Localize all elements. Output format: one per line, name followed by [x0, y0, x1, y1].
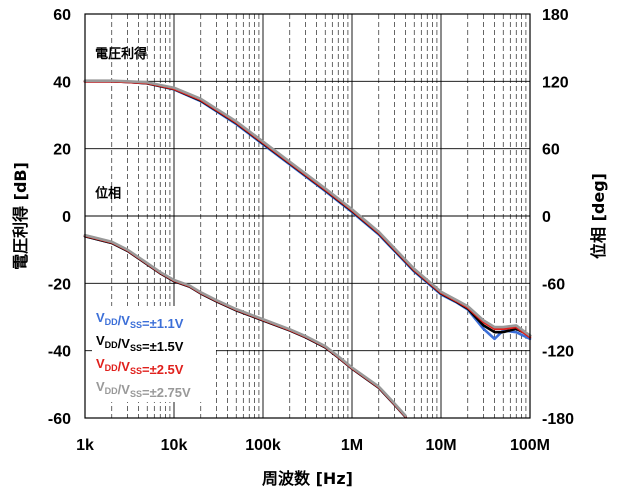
y-axis-right-label: 位相 [deg]: [589, 173, 608, 259]
gain-series-4: [83, 79, 532, 337]
y-left-tick-label: -20: [48, 276, 71, 293]
legend: VDD/VSS=±1.1VVDD/VSS=±1.5VVDD/VSS=±2.5VV…: [92, 306, 216, 402]
y-left-tick-label: -40: [48, 344, 71, 361]
x-tick-label: 100M: [510, 437, 550, 454]
x-tick-label: 10M: [425, 437, 456, 454]
gain-annotation: 電圧利得: [95, 46, 147, 62]
x-axis-label: 周波数 [Hz]: [262, 469, 353, 488]
gain-series-1: [83, 80, 532, 341]
x-tick-label: 1M: [341, 437, 363, 454]
legend-entry: VDD/VSS=±1.5V: [96, 333, 184, 354]
y-left-tick-label: 20: [53, 142, 71, 159]
y-left-tick-label: 0: [62, 209, 71, 226]
legend-entry: VDD/VSS=±1.1V: [96, 310, 184, 331]
y-right-tick-label: 60: [542, 142, 560, 159]
grid: [84, 14, 530, 418]
gain-series-3: [83, 80, 532, 339]
y-right-tick-label: 120: [542, 74, 569, 91]
phase-annotation: 位相: [95, 185, 121, 201]
y-right-tick-label: -180: [542, 411, 574, 428]
y-left-tick-label: 60: [53, 7, 71, 24]
y-left-tick-label: 40: [53, 74, 71, 91]
y-right-tick-label: 180: [542, 7, 569, 24]
x-tick-label: 1k: [76, 437, 94, 454]
y-right-tick-label: -120: [542, 344, 574, 361]
series-layer: [83, 79, 532, 419]
legend-entry: VDD/VSS=±2.5V: [96, 356, 184, 377]
y-axis-left-label: 電圧利得 [dB]: [11, 162, 30, 270]
plot-frame: [84, 13, 531, 419]
x-tick-label: 10k: [161, 437, 188, 454]
phase-series-4: [83, 233, 407, 418]
gain-series-2: [83, 80, 532, 337]
y-left-tick-label: -60: [48, 411, 71, 428]
legend-entry: VDD/VSS=±2.75V: [96, 379, 191, 400]
y-right-tick-label: 0: [542, 209, 551, 226]
tick-labels: 1k 10k 100k 1M 10M 100M 60 40 20 0 -20 -40 -60 180 120…: [48, 7, 574, 454]
x-tick-label: 100k: [245, 437, 281, 454]
legend-background: [92, 306, 216, 402]
y-right-tick-label: -60: [542, 276, 565, 293]
